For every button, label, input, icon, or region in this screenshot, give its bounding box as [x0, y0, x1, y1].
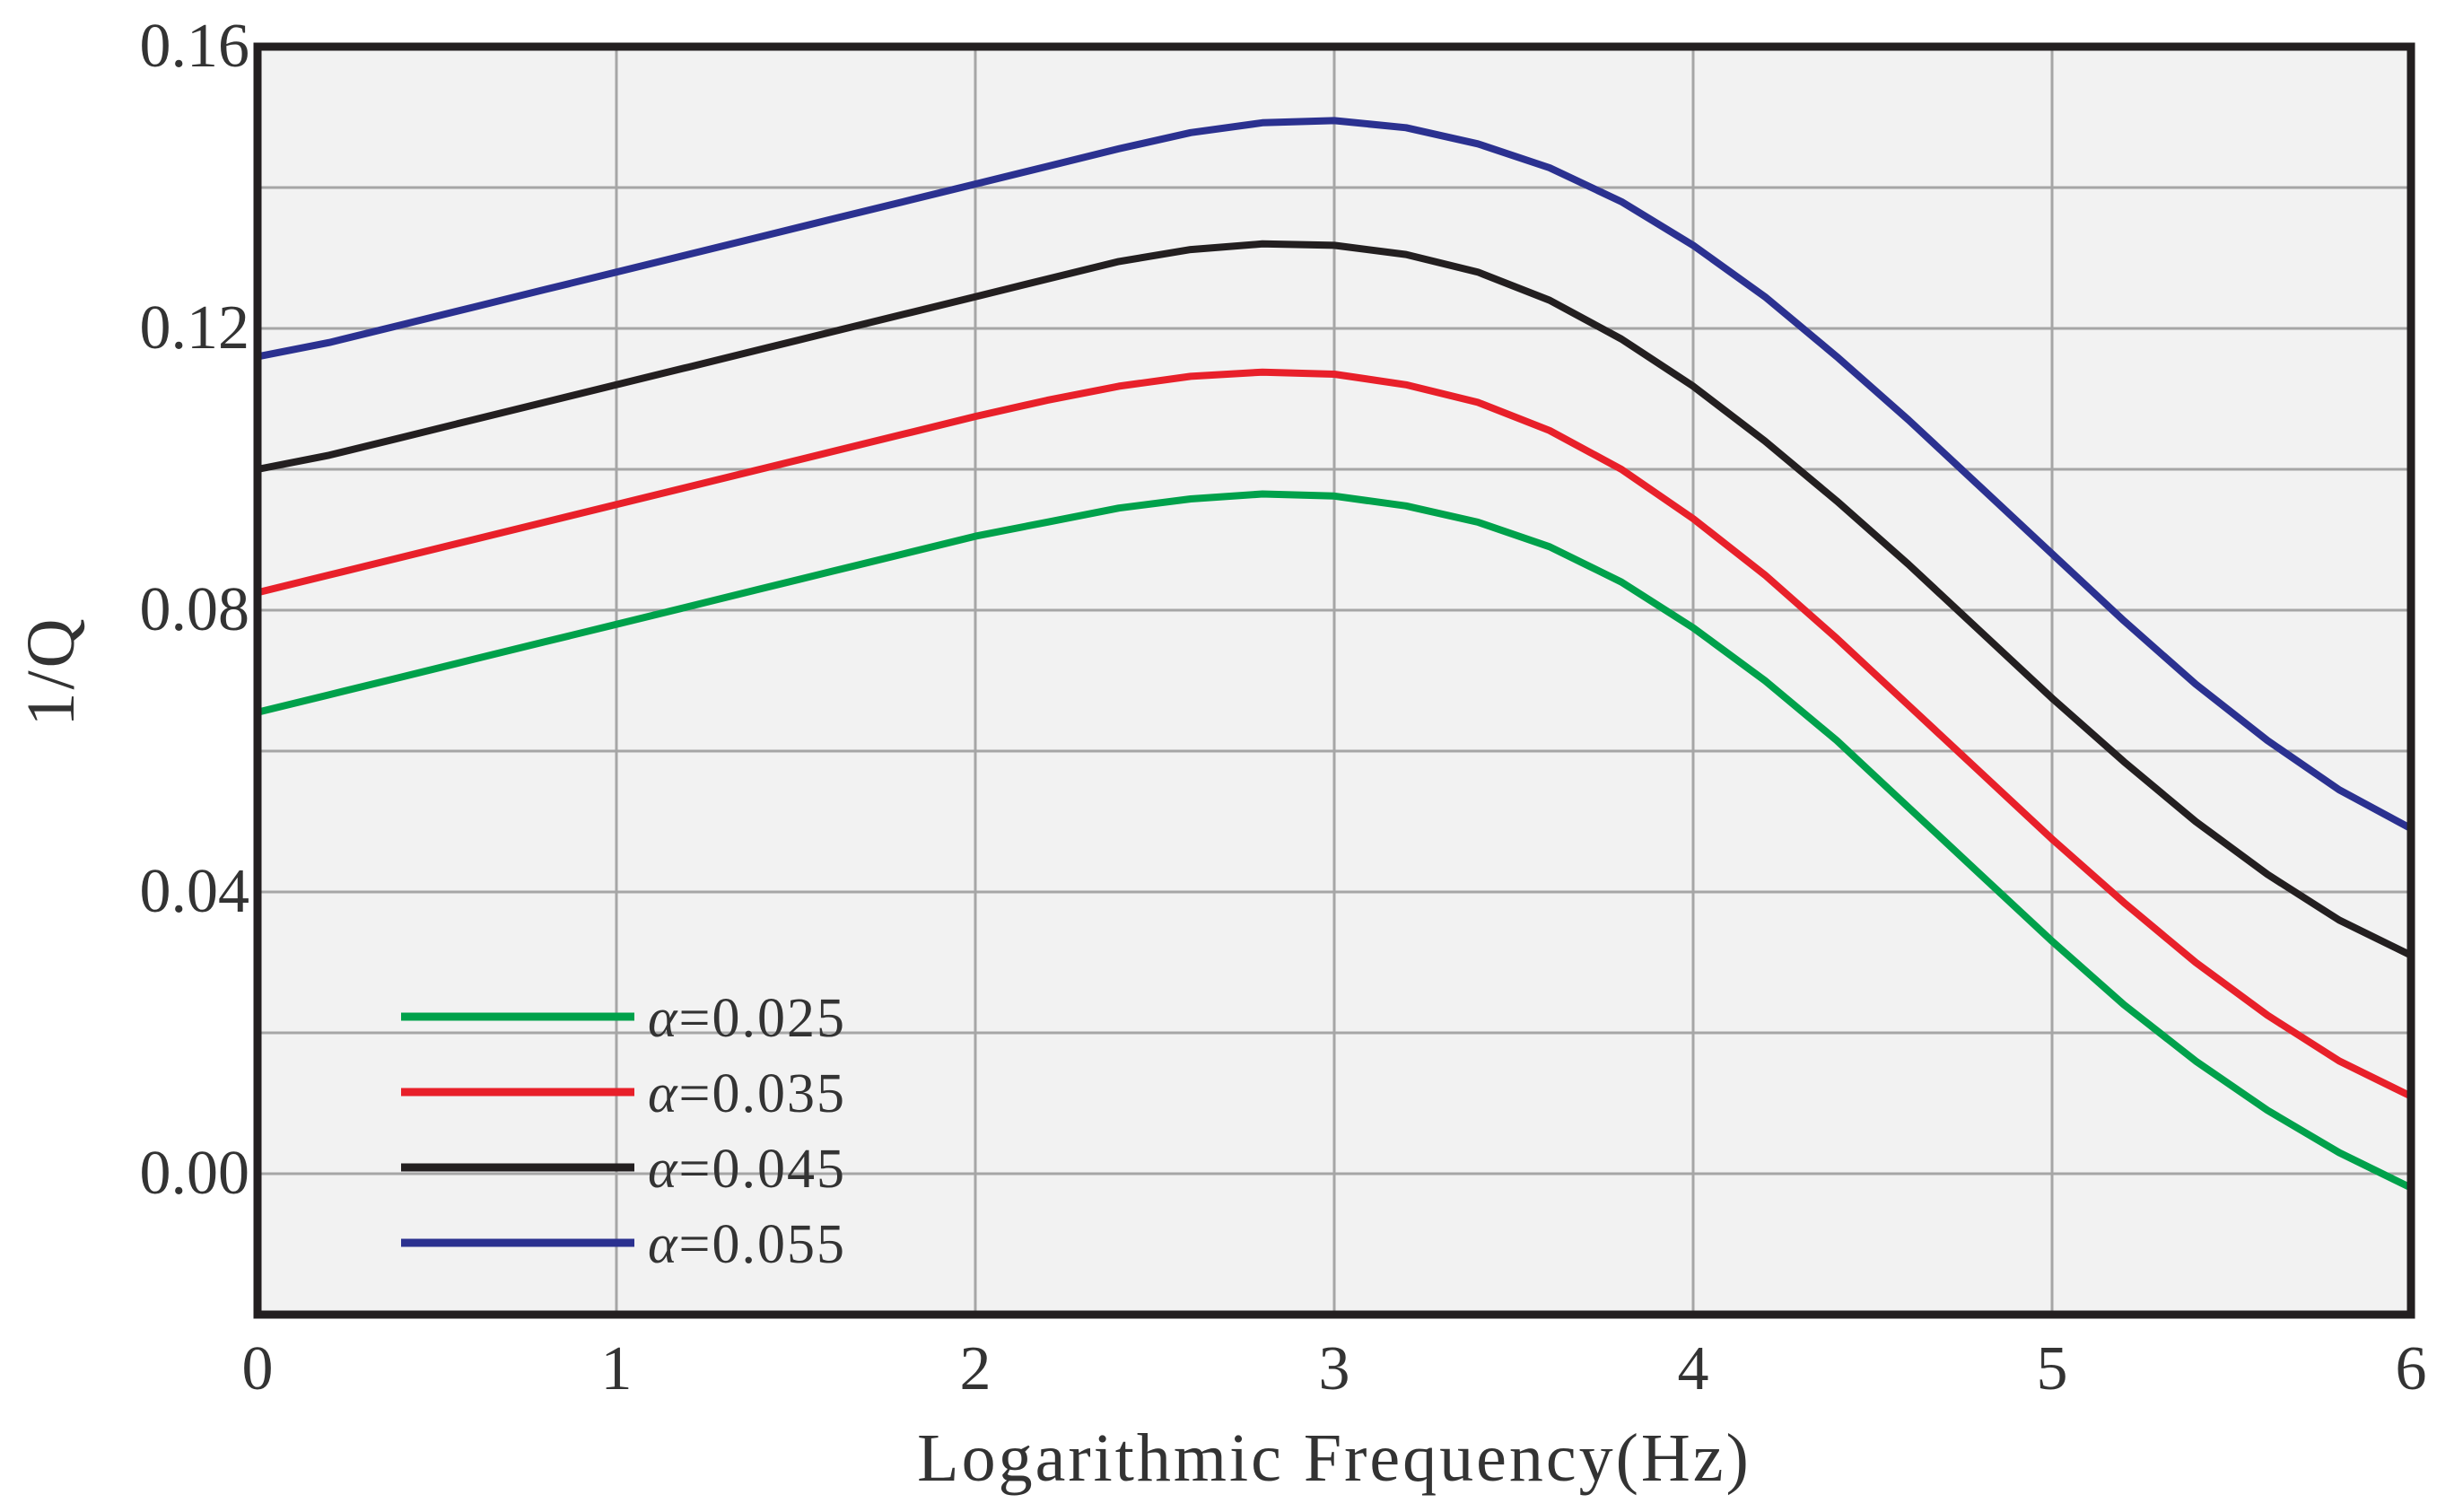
- alpha-symbol: α: [648, 1139, 679, 1200]
- legend-label-0: α=0.025: [648, 988, 846, 1049]
- y-tick-labels: 0.00 0.04 0.08 0.12 0.16: [140, 12, 250, 1208]
- x-tick-labels: 0 1 2 3 4 5 6: [242, 1334, 2427, 1403]
- x-tick-label: 1: [601, 1334, 633, 1403]
- series-line-2: [254, 240, 2415, 959]
- plot-frame: [253, 42, 2415, 1319]
- y-tick-label: 0.12: [140, 293, 250, 363]
- y-tick-label: 0.16: [140, 12, 250, 81]
- y-tick-label: 0.04: [140, 857, 250, 926]
- legend-label-1: α=0.035: [648, 1063, 846, 1124]
- legend-value: =0.055: [679, 1214, 846, 1275]
- alpha-symbol: α: [648, 1063, 679, 1124]
- x-tick-label: 2: [960, 1334, 991, 1403]
- alpha-symbol: α: [648, 988, 679, 1049]
- x-tick-label: 6: [2396, 1334, 2427, 1403]
- legend-value: =0.035: [679, 1063, 846, 1124]
- y-axis-title: 1/Q: [13, 616, 89, 727]
- legend-label-3: α=0.055: [648, 1214, 846, 1275]
- x-tick-label: 5: [2037, 1334, 2068, 1403]
- x-tick-label: 0: [242, 1334, 274, 1403]
- x-tick-label: 3: [1319, 1334, 1350, 1403]
- series-line-3: [254, 117, 2415, 833]
- x-axis-title: Logarithmic Frequency(Hz): [917, 1420, 1751, 1496]
- legend-value: =0.045: [679, 1139, 846, 1200]
- y-tick-label: 0.00: [140, 1139, 250, 1208]
- legend-value: =0.025: [679, 988, 846, 1049]
- y-tick-label: 0.08: [140, 575, 250, 644]
- series-line-0: [254, 490, 2415, 1192]
- series-lines: [254, 117, 2415, 1192]
- alpha-symbol: α: [648, 1214, 679, 1275]
- x-tick-label: 4: [1678, 1334, 1709, 1403]
- legend-label-2: α=0.045: [648, 1139, 846, 1200]
- series-line-1: [254, 368, 2415, 1100]
